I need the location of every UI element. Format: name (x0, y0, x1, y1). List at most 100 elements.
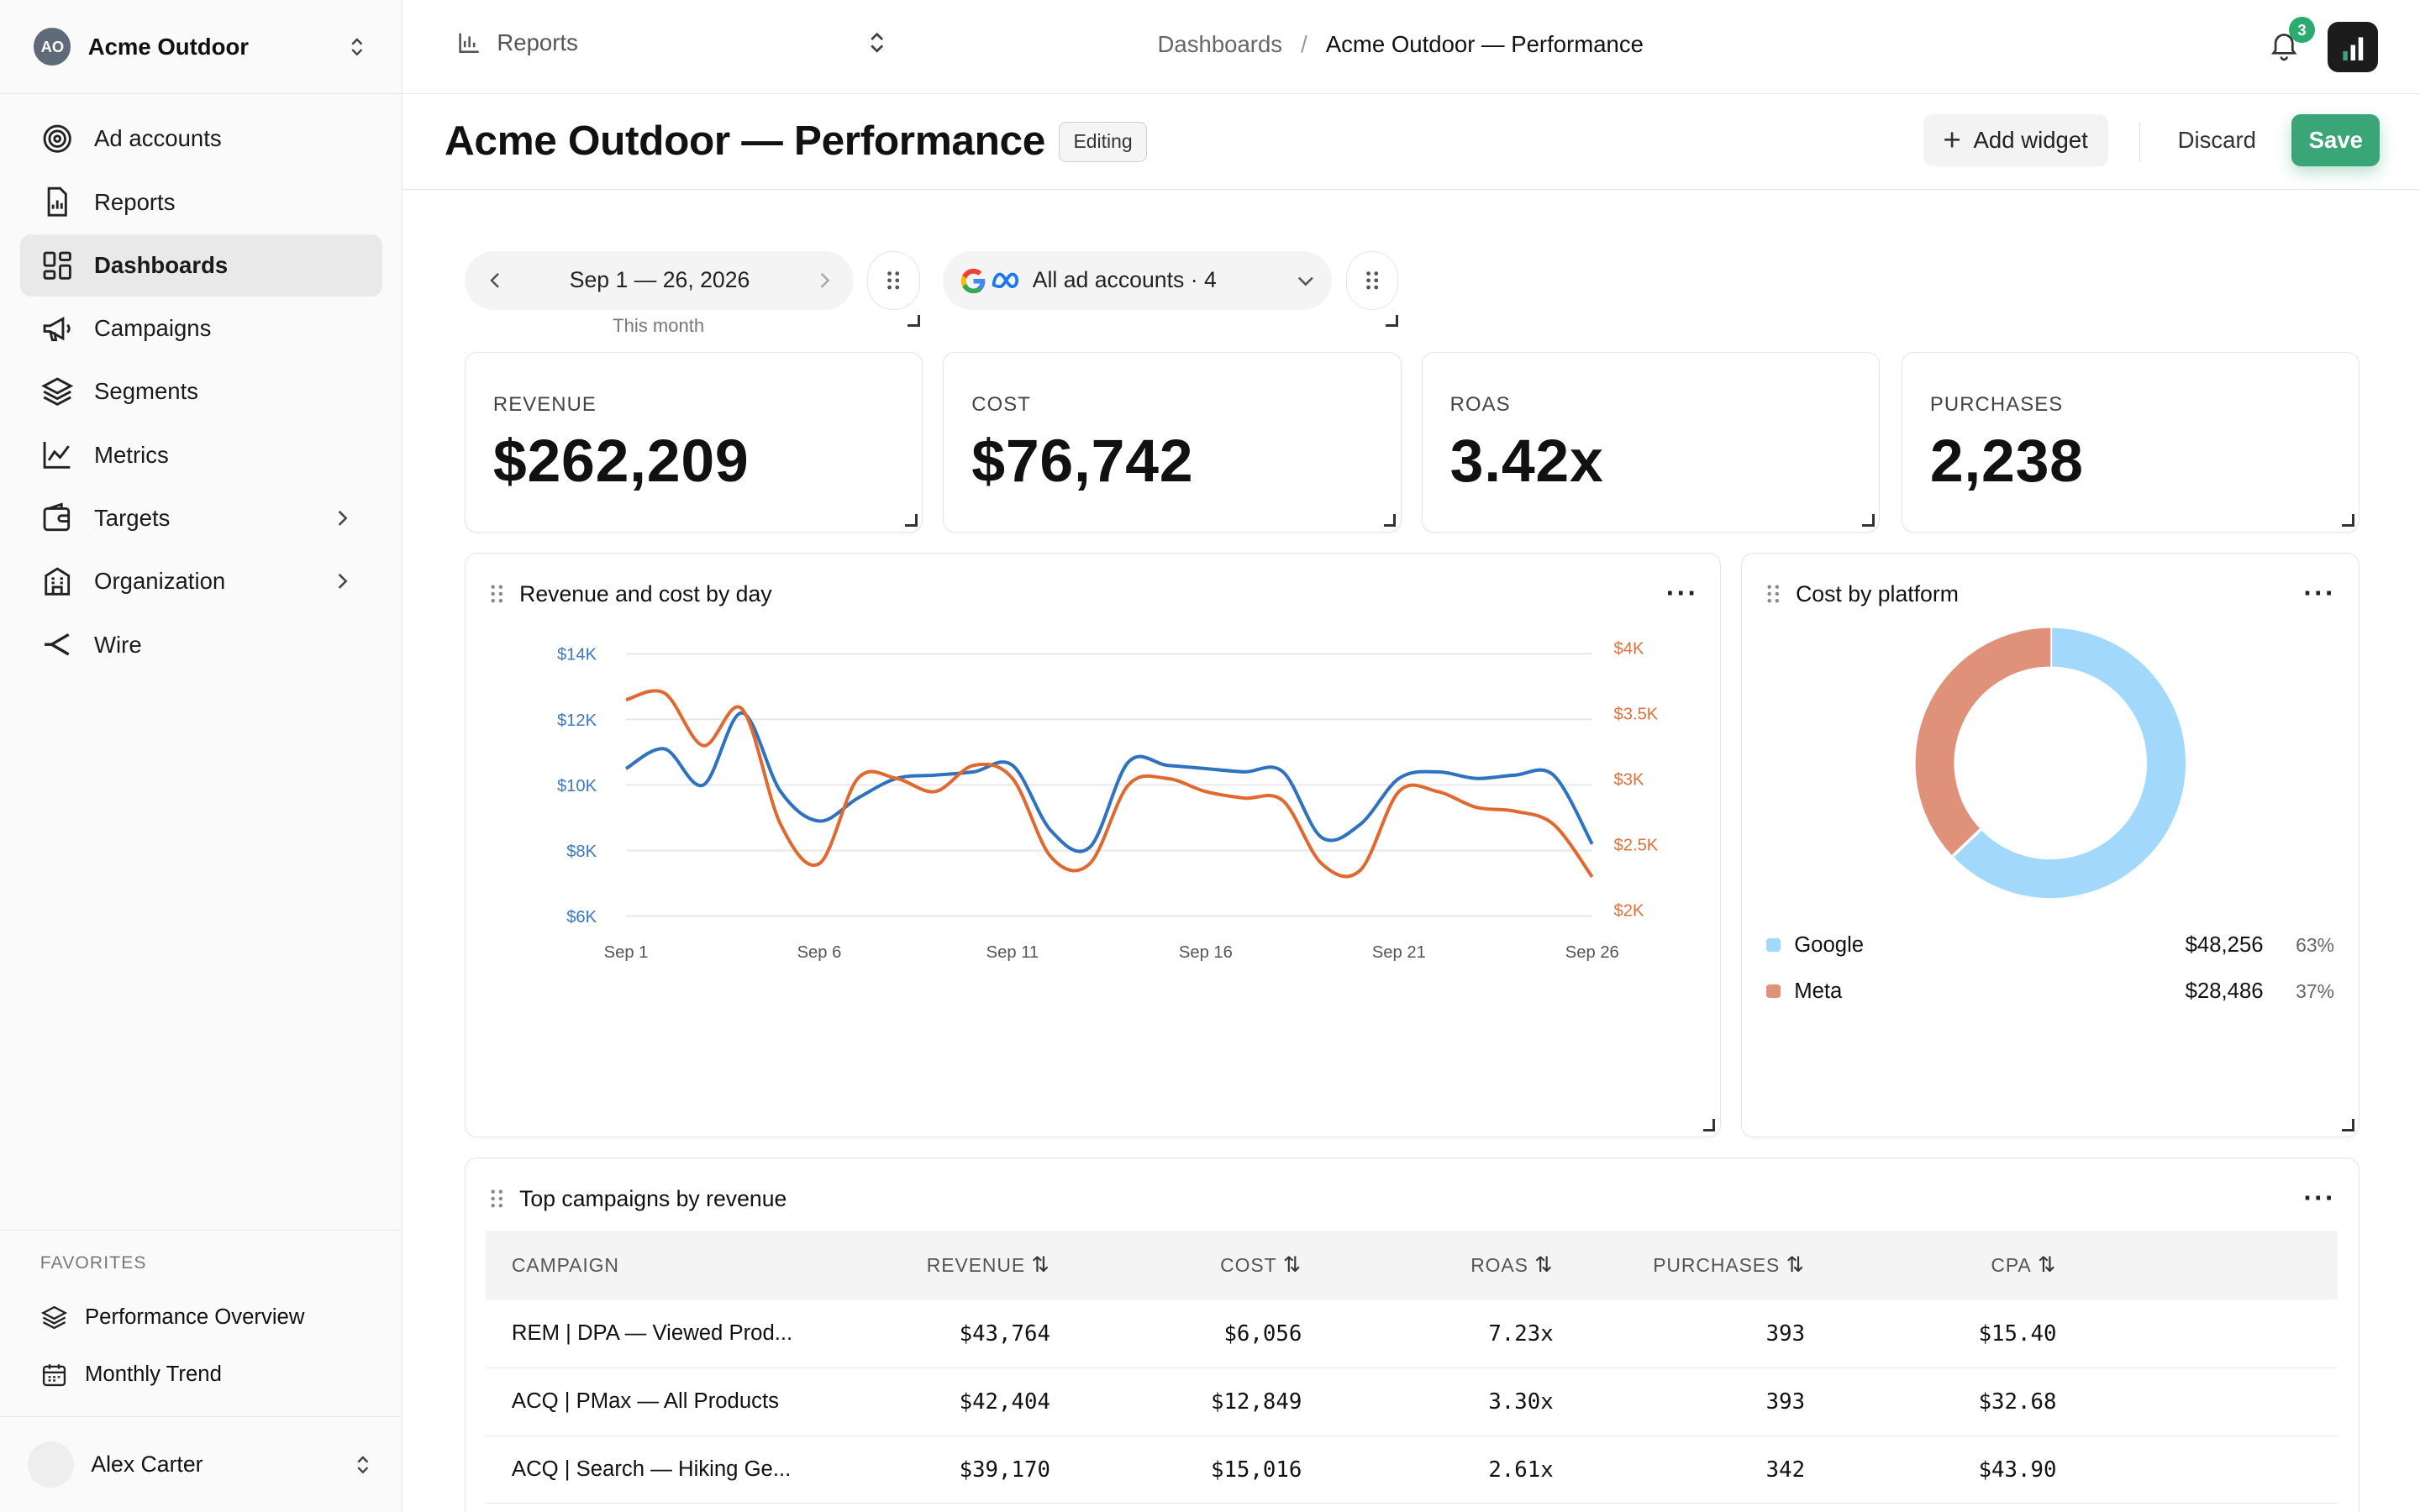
chevron-right-icon[interactable] (813, 270, 835, 291)
favorite-label: Monthly Trend (85, 1362, 222, 1387)
google-icon (961, 268, 986, 293)
bell-icon[interactable] (2267, 28, 2301, 61)
sort-icon[interactable]: ⇅ (1282, 1253, 1302, 1278)
legend-row-meta: Meta $28,486 37% (1766, 976, 2334, 1007)
top-bar: Reports Dashboards / Acme Outdoor — Perf… (402, 0, 2420, 95)
sidebar-item-reports[interactable]: Reports (20, 171, 382, 233)
y-left-tick-label: $14K (557, 645, 597, 664)
column-header-revenue[interactable]: REVENUE ⇅ (926, 1253, 1050, 1278)
discard-button[interactable]: Discard (2177, 126, 2256, 153)
revenue-cost-chart-widget[interactable]: Revenue and cost by day ··· $14K $4K $12K $… (464, 552, 1721, 1137)
breadcrumb-parent[interactable]: Dashboards (1157, 30, 1283, 57)
column-header-purchases[interactable]: PURCHASES ⇅ (1653, 1253, 1806, 1278)
kpi-label: COST (971, 392, 1031, 416)
cell-campaign: ACQ | Search — Hiking Ge... (485, 1436, 810, 1504)
sidebar-nav: Ad accounts Reports Dashboards Campaigns… (0, 94, 402, 675)
y-right-tick-label: $3K (1613, 770, 1644, 789)
widget-title: Cost by platform (1796, 580, 1959, 606)
kpi-card-roas[interactable]: ROAS 3.42x (1421, 351, 1881, 533)
save-button[interactable]: Save (2291, 113, 2381, 167)
kpi-value: 3.42x (1449, 427, 1604, 495)
drag-handle[interactable] (867, 251, 920, 311)
cell-cost: $15,016 (1065, 1436, 1318, 1504)
grip-dots-icon[interactable] (490, 1189, 504, 1209)
resize-handle[interactable] (2342, 514, 2354, 528)
table-row[interactable]: ACQ | PMax — All Products $42,404 $12,84… (485, 1368, 2338, 1436)
resize-handle[interactable] (2342, 1119, 2354, 1132)
column-header-cost[interactable]: COST ⇅ (1220, 1253, 1302, 1278)
sidebar-item-wire[interactable]: Wire (20, 614, 382, 675)
resize-handle[interactable] (1702, 1119, 1716, 1132)
chevron-left-icon[interactable] (485, 270, 507, 291)
donut-slice-google (1952, 627, 2186, 898)
kpi-card-cost[interactable]: COST $76,742 (943, 351, 1402, 533)
ad-accounts-filter[interactable]: All ad accounts · 4 (943, 251, 1333, 311)
more-options-icon[interactable]: ··· (1665, 577, 1699, 609)
campaigns-table: CAMPAIGN REVENUE ⇅ COST ⇅ ROAS ⇅ PURCHASES ⇅… (485, 1230, 2338, 1504)
sidebar-item-label: Metrics (94, 441, 169, 468)
grip-dots-icon (887, 271, 900, 290)
column-header-cpa[interactable]: CPA ⇅ (1991, 1253, 2057, 1278)
sidebar-item-metrics[interactable]: Metrics (20, 424, 382, 486)
more-options-icon[interactable]: ··· (2303, 1182, 2336, 1214)
grip-dots-icon[interactable] (1766, 584, 1781, 604)
date-range-picker[interactable]: Sep 1 — 26, 2026 (464, 251, 854, 311)
resize-handle[interactable] (1861, 514, 1875, 528)
resize-handle[interactable] (907, 314, 920, 328)
y-left-tick-label: $10K (557, 776, 597, 795)
legend-percent: 63% (2296, 933, 2335, 956)
favorite-item-performance-overview[interactable]: Performance Overview (0, 1289, 402, 1347)
user-menu[interactable]: Alex Carter (0, 1416, 402, 1512)
sort-icon[interactable]: ⇅ (1031, 1253, 1050, 1278)
sort-icon[interactable]: ⇅ (1786, 1253, 1806, 1278)
sidebar-item-ad-accounts[interactable]: Ad accounts (20, 108, 382, 170)
cell-cost: $12,849 (1065, 1368, 1318, 1436)
kpi-card-revenue[interactable]: REVENUE $262,209 (464, 351, 923, 533)
cell-cpa: $32.68 (1820, 1368, 2072, 1436)
sort-icon[interactable]: ⇅ (2037, 1253, 2057, 1278)
table-row[interactable]: ACQ | Search — Hiking Ge... $39,170 $15,… (485, 1436, 2338, 1504)
sidebar-item-label: Organization (94, 568, 226, 595)
megaphone-icon (43, 316, 71, 342)
sort-icon[interactable]: ⇅ (1534, 1253, 1554, 1278)
resize-handle[interactable] (905, 514, 918, 528)
y-left-tick-label: $6K (566, 907, 597, 926)
app-logo[interactable] (2327, 21, 2379, 73)
bars-logo-icon (2343, 37, 2363, 60)
table-row[interactable]: REM | DPA — Viewed Prod... $43,764 $6,05… (485, 1299, 2338, 1368)
legend-value: $48,256 (2185, 932, 2264, 957)
top-campaigns-widget[interactable]: Top campaigns by revenue ··· CAMPAIGN RE… (464, 1157, 2360, 1512)
cost-by-platform-widget[interactable]: Cost by platform ··· Google $48,256 63% … (1740, 552, 2360, 1137)
add-widget-button[interactable]: + Add widget (1923, 113, 2108, 167)
report-icon (47, 187, 67, 217)
sidebar-item-dashboards[interactable]: Dashboards (19, 234, 382, 297)
favorite-label: Performance Overview (85, 1305, 305, 1330)
sidebar-item-organization[interactable]: Organization (20, 551, 382, 612)
dashboard-grid-icon (43, 251, 71, 280)
sidebar-item-segments[interactable]: Segments (20, 361, 382, 423)
column-header-roas[interactable]: ROAS ⇅ (1470, 1253, 1554, 1278)
grip-dots-icon[interactable] (490, 584, 504, 604)
sidebar-item-targets[interactable]: Targets (20, 487, 382, 549)
resize-handle[interactable] (1383, 514, 1397, 528)
date-range-caption: This month (613, 314, 705, 336)
favorite-item-monthly-trend[interactable]: Monthly Trend (0, 1347, 402, 1404)
sidebar-item-label: Wire (94, 631, 142, 658)
report-selector[interactable]: Reports (457, 29, 905, 56)
kpi-card-purchases[interactable]: PURCHASES 2,238 (1901, 351, 2360, 533)
x-tick-label: Sep 6 (797, 943, 841, 962)
kpi-value: 2,238 (1929, 427, 2084, 495)
more-options-icon[interactable]: ··· (2303, 577, 2336, 609)
cell-campaign: ACQ | PMax — All Products (485, 1368, 810, 1436)
kpi-value: $76,742 (971, 427, 1194, 495)
date-range-value: Sep 1 — 26, 2026 (569, 266, 750, 292)
sidebar: AO Acme Outdoor Ad accounts Reports Dash… (0, 0, 403, 1512)
x-tick-label: Sep 11 (986, 943, 1039, 962)
cell-purchases: 342 (1569, 1436, 1821, 1504)
resize-handle[interactable] (1386, 314, 1399, 328)
favorites-heading: FAVORITES (39, 1253, 147, 1273)
x-tick-label: Sep 21 (1372, 943, 1426, 962)
drag-handle[interactable] (1345, 251, 1399, 311)
sidebar-item-campaigns[interactable]: Campaigns (20, 297, 382, 359)
workspace-switcher[interactable]: AO Acme Outdoor (0, 0, 402, 95)
